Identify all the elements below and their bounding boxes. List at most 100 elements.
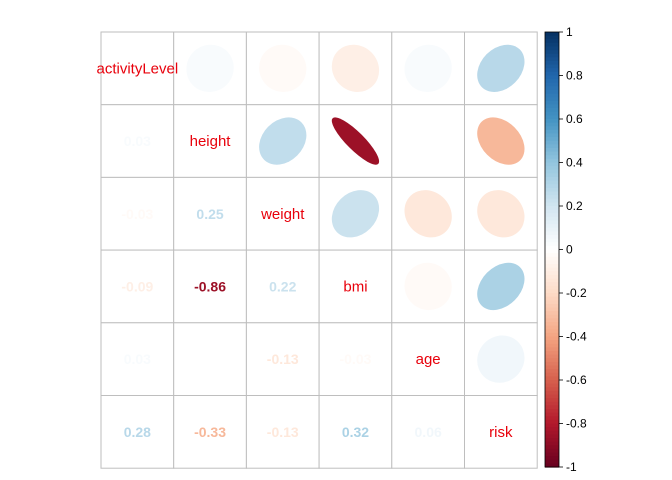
- colorbar-segment: [545, 209, 559, 214]
- colorbar-segment: [545, 46, 559, 51]
- colorbar-tick-label: 0.2: [566, 199, 583, 213]
- matrix-cell: [100, 31, 175, 106]
- colorbar-segment: [545, 79, 559, 84]
- correlation-ellipse-activitylevel-risk: [477, 44, 525, 92]
- correlation-value-risk-age: 0.06: [415, 424, 442, 440]
- colorbar-segment: [545, 278, 559, 283]
- colorbar-segment: [545, 97, 559, 102]
- variable-label-weight: weight: [260, 206, 305, 223]
- colorbar-segment: [545, 456, 559, 461]
- colorbar-segment: [545, 445, 559, 450]
- colorbar-tick-label: 0.4: [566, 156, 583, 170]
- colorbar-segment: [545, 184, 559, 189]
- colorbar-segment: [545, 405, 559, 410]
- colorbar-segment: [545, 148, 559, 153]
- colorbar-segment: [545, 351, 559, 356]
- correlation-matrix: activityLevel height weight bmi age risk 0.03 -…: [96, 31, 538, 469]
- colorbar-segment: [545, 195, 559, 200]
- colorbar-segment: [545, 155, 559, 160]
- colorbar-segment: [545, 336, 559, 341]
- colorbar-segment: [545, 202, 559, 207]
- colorbar-segment: [545, 235, 559, 240]
- colorbar-segment: [545, 90, 559, 95]
- correlation-value-weight-activitylevel: -0.03: [121, 206, 153, 222]
- colorbar-segment: [545, 206, 559, 211]
- colorbar-tick-label: -1: [566, 460, 577, 474]
- matrix-cell: [100, 322, 175, 396]
- colorbar-segment: [545, 71, 559, 77]
- colorbar-segment: [545, 93, 559, 98]
- correlation-value-risk-height: -0.33: [194, 424, 226, 440]
- colorbar-segment: [545, 267, 559, 272]
- colorbar-segment: [545, 419, 559, 425]
- colorbar-segment: [545, 129, 559, 135]
- colorbar-segment: [545, 459, 559, 464]
- colorbar-tick-label: -0.8: [566, 417, 587, 431]
- colorbar-segment: [545, 57, 559, 62]
- colorbar-segment: [545, 311, 559, 316]
- correlation-value-bmi-weight: 0.22: [269, 278, 296, 294]
- colorbar-segment: [545, 296, 559, 301]
- colorbar-segment: [545, 158, 559, 164]
- correlation-ellipse-activitylevel-bmi: [331, 44, 380, 92]
- colorbar-segment: [545, 61, 559, 66]
- colorbar-tick-label: 0: [566, 243, 573, 257]
- colorbar-segment: [545, 198, 559, 203]
- colorbar-segment: [545, 274, 559, 280]
- colorbar-segment: [545, 416, 559, 421]
- colorbar-segment: [545, 144, 559, 149]
- colorbar-segment: [545, 162, 559, 167]
- colorbar-segment: [545, 50, 559, 55]
- colorbar-segment: [545, 372, 559, 377]
- matrix-cell: [173, 104, 247, 178]
- colorbar-segment: [545, 332, 559, 338]
- colorbar-segment: [545, 271, 559, 276]
- colorbar-segment: [545, 231, 559, 236]
- colorbar-segment: [545, 398, 559, 403]
- colorbar-segment: [545, 318, 559, 323]
- colorbar-segment: [545, 216, 559, 222]
- colorbar-segment: [545, 430, 559, 435]
- colorbar-segment: [545, 42, 559, 48]
- correlation-ellipse-activitylevel-age: [404, 44, 452, 92]
- correlation-value-age-height: 0: [206, 351, 214, 367]
- colorbar-segment: [545, 133, 559, 138]
- colorbar-segment: [545, 300, 559, 305]
- colorbar-segment: [545, 115, 559, 120]
- colorbar-segment: [545, 376, 559, 381]
- correlation-ellipse-height-risk: [477, 117, 525, 165]
- colorbar-segment: [545, 322, 559, 327]
- correlation-value-age-activitylevel: 0.03: [124, 351, 151, 367]
- correlation-ellipse-height-age: [404, 117, 452, 165]
- correlation-ellipse-bmi-age: [404, 262, 452, 311]
- colorbar-segment: [545, 64, 559, 69]
- colorbar-segment: [545, 180, 559, 185]
- correlation-value-bmi-activitylevel: -0.09: [121, 278, 153, 294]
- colorbar-segment: [545, 39, 559, 44]
- matrix-cell: [173, 249, 247, 324]
- colorbar-segment: [545, 75, 559, 80]
- colorbar-segment: [545, 452, 559, 457]
- variable-label-risk: risk: [489, 424, 513, 441]
- colorbar-segment: [545, 412, 559, 417]
- correlation-ellipse-age-risk: [477, 335, 525, 383]
- colorbar-segment: [545, 100, 559, 106]
- colorbar-segment: [545, 307, 559, 312]
- colorbar-segment: [545, 325, 559, 330]
- color-legend: -1 -0.8 -0.6 -0.4 -0.2 0 0.2 0.4 0.6 0.8 1: [544, 25, 587, 474]
- colorbar-segment: [545, 380, 559, 385]
- colorbar-segment: [545, 329, 559, 334]
- matrix-cell: [245, 249, 320, 324]
- variable-label-bmi: bmi: [343, 278, 367, 295]
- colorbar-tick-label: -0.6: [566, 373, 587, 387]
- matrix-cell: [318, 395, 393, 469]
- correlation-value-risk-weight: -0.13: [267, 424, 299, 440]
- colorbar-segment: [545, 434, 559, 439]
- colorbar-segment: [545, 463, 559, 468]
- colorbar-tick-label: -0.4: [566, 330, 587, 344]
- colorbar-segment: [545, 438, 559, 443]
- variable-label-age: age: [416, 351, 441, 368]
- matrix-cell: [100, 249, 175, 324]
- colorbar-segment: [545, 423, 559, 428]
- colorbar-segment: [545, 242, 559, 247]
